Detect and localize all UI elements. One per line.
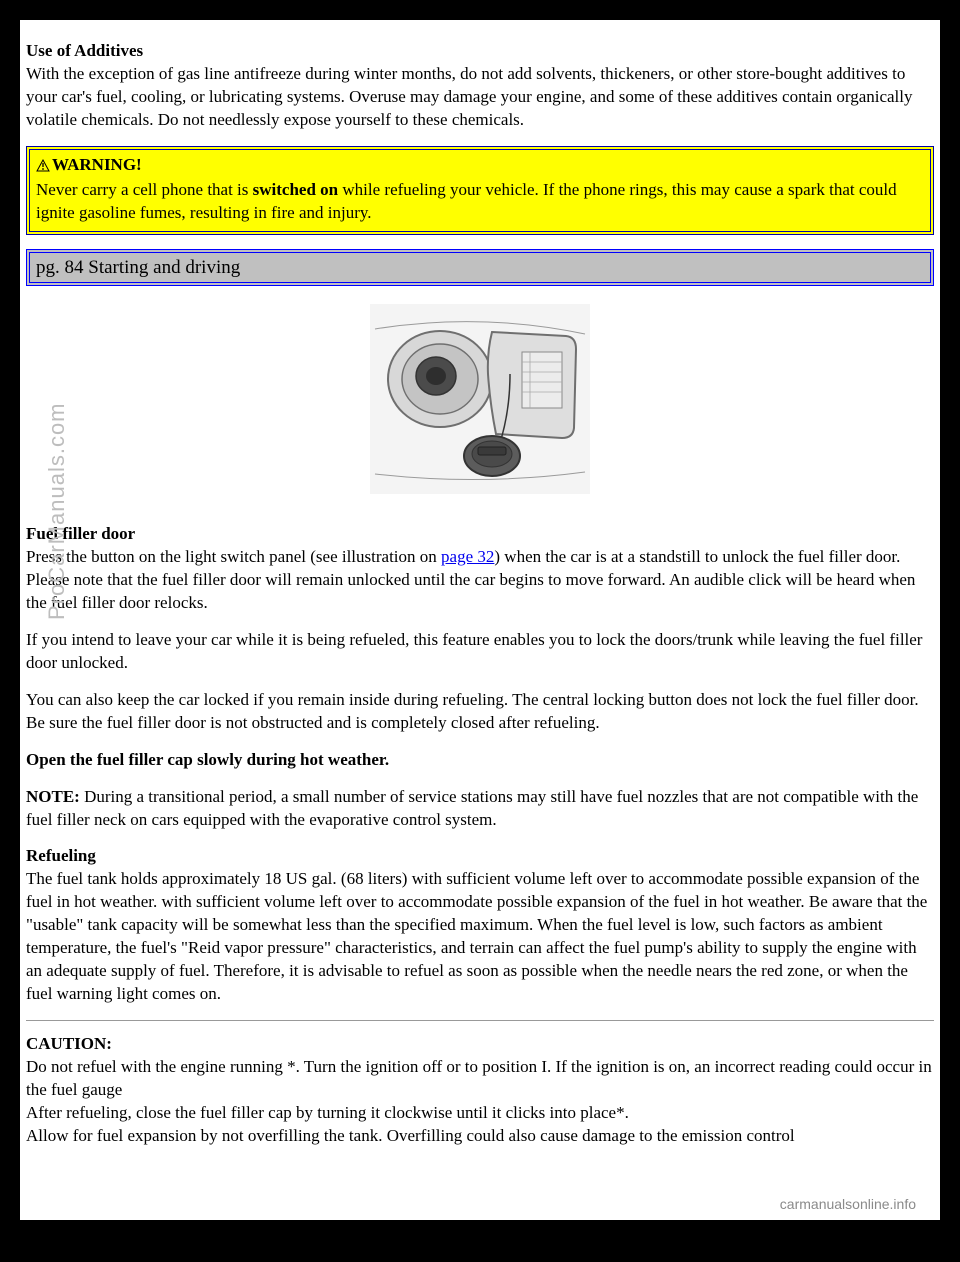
caution-section: CAUTION: Do not refuel with the engine r… (26, 1033, 934, 1148)
additives-heading: Use of Additives (26, 41, 143, 60)
warning-label: WARNING! (52, 155, 142, 174)
filler-door-p2: If you intend to leave your car while it… (26, 629, 934, 675)
note-label: NOTE: (26, 787, 80, 806)
warning-text-bold: switched on (253, 180, 338, 199)
caution-line-2: After refueling, close the fuel filler c… (26, 1103, 629, 1122)
filler-door-section: Fuel filler door Press the button on the… (26, 523, 934, 615)
refueling-heading: Refueling (26, 846, 96, 865)
refueling-section: Refueling The fuel tank holds approximat… (26, 845, 934, 1006)
page-32-link[interactable]: page 32 (441, 547, 494, 566)
filler-door-p1-pre: Press the button on the light switch pan… (26, 547, 441, 566)
filler-note: NOTE: During a transitional period, a sm… (26, 786, 934, 832)
page-content: Use of Additives With the exception of g… (20, 40, 940, 1148)
filler-cap-bold-line: Open the fuel filler cap slowly during h… (26, 749, 934, 772)
page-header-bar: pg. 84 Starting and driving (26, 249, 934, 287)
note-body: During a transitional period, a small nu… (26, 787, 918, 829)
warning-text-pre: Never carry a cell phone that is (36, 180, 253, 199)
filler-cap-bold-text: Open the fuel filler cap slowly during h… (26, 750, 389, 769)
additives-body: With the exception of gas line antifreez… (26, 64, 913, 129)
filler-door-p3: You can also keep the car locked if you … (26, 689, 934, 735)
additives-section: Use of Additives With the exception of g… (26, 40, 934, 132)
fuel-filler-figure (26, 304, 934, 501)
warning-box: WARNING! Never carry a cell phone that i… (26, 146, 934, 235)
warning-triangle-icon (36, 156, 50, 179)
caution-heading: CAUTION: (26, 1034, 112, 1053)
caution-line-1: Do not refuel with the engine running *.… (26, 1057, 932, 1099)
footer-watermark: carmanualsonline.info (780, 1195, 916, 1214)
filler-door-heading: Fuel filler door (26, 524, 135, 543)
manual-page: ProCarManuals.com Use of Additives With … (20, 20, 940, 1220)
caution-line-3: Allow for fuel expansion by not overfill… (26, 1126, 795, 1145)
refueling-body: The fuel tank holds approximately 18 US … (26, 869, 927, 1003)
separator-rule (26, 1020, 934, 1021)
